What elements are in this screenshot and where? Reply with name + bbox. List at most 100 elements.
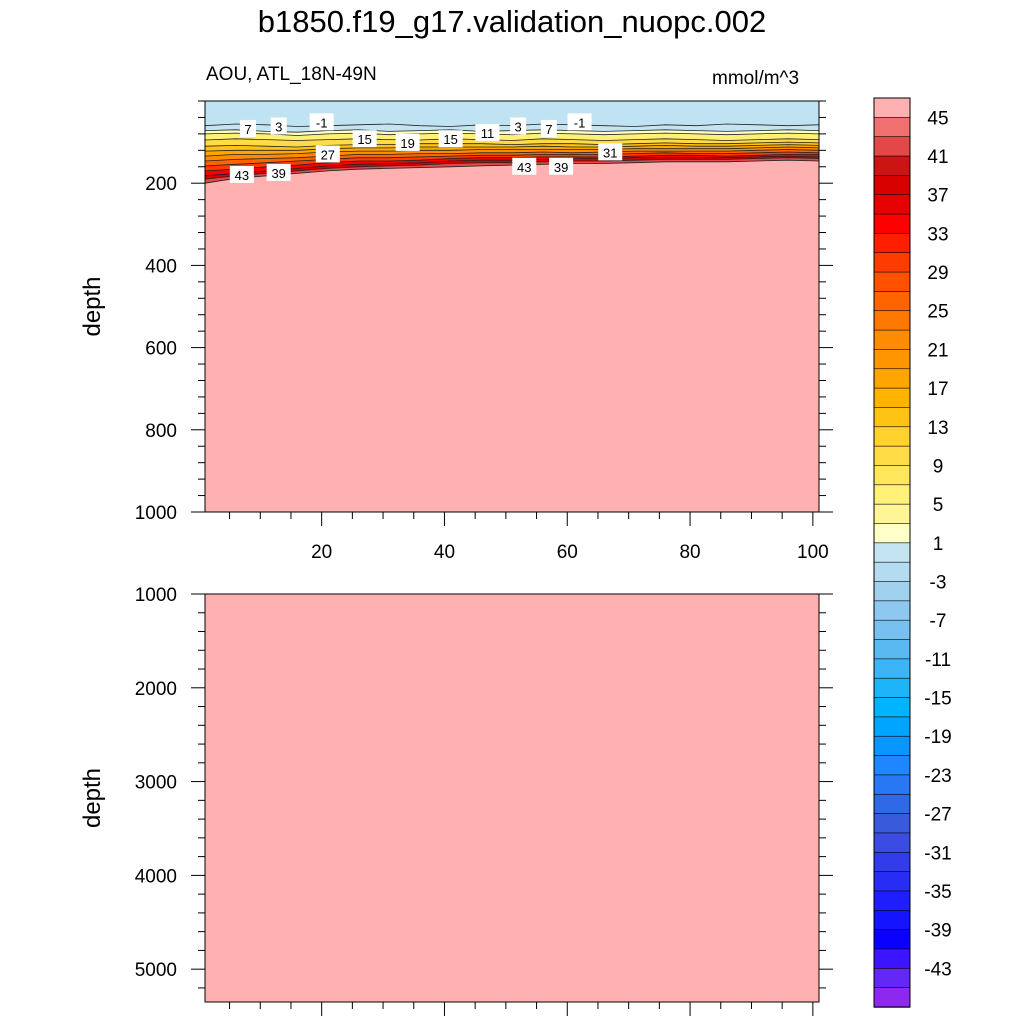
colorbar-swatch (873, 793, 911, 815)
contour-label-text: 3 (515, 119, 522, 134)
upper-contour-line (204, 159, 820, 184)
lower-frame (204, 593, 820, 1003)
lower-panel: 1000 2000 3000 4000 5000 depth (79, 585, 833, 1016)
colorbar-swatch (873, 581, 911, 602)
contour-label-box (315, 145, 340, 163)
colorbar-swatch (873, 658, 911, 679)
colorbar-swatch (873, 213, 911, 235)
lower-ytick-label: 5000 (135, 960, 177, 981)
colorbar-label: -11 (925, 650, 951, 671)
contour-label: 39 (549, 157, 574, 175)
contour-label: 31 (598, 143, 623, 161)
colorbar-swatch (873, 716, 911, 737)
contour-label-text: 27 (321, 147, 335, 162)
colorbar-label: -27 (924, 805, 951, 826)
colorbar-label: 17 (927, 379, 948, 400)
colorbar-swatch (873, 774, 911, 795)
colorbar-label: 33 (927, 224, 948, 245)
contour-label-text: 11 (481, 126, 495, 141)
contour-label: -1 (309, 113, 334, 131)
upper-ytick-label: 400 (145, 256, 177, 277)
contour-label-text: 39 (554, 160, 568, 175)
colorbar-swatch (873, 329, 911, 351)
contour-label-text: 39 (271, 166, 285, 181)
chart-subtitle-variable: AOU, ATL_18N-49N (206, 64, 377, 85)
colorbar-swatch (873, 291, 911, 312)
colorbar-label: -7 (930, 611, 947, 632)
colorbar-frame (873, 97, 911, 1008)
contour-label: 43 (512, 157, 537, 175)
colorbar-swatch (873, 465, 911, 486)
upper-xtick-label: 80 (679, 542, 700, 563)
contour-label-box (512, 157, 537, 175)
contour-label: 3 (270, 117, 287, 135)
colorbar-swatch (873, 987, 911, 1008)
contour-label: 3 (510, 117, 527, 135)
colorbar-swatch (873, 929, 911, 950)
upper-frame (204, 100, 820, 513)
upper-xtick-label: 40 (434, 542, 455, 563)
upper-contour-line (204, 138, 820, 141)
colorbar-swatch (873, 619, 911, 641)
upper-ytick-label: 800 (145, 421, 177, 442)
contour-label-box (395, 133, 420, 151)
colorbar-label: -23 (924, 766, 951, 787)
colorbar-label: -15 (924, 689, 951, 710)
colorbar-label: 13 (927, 418, 948, 439)
colorbar-label: -3 (930, 573, 947, 594)
upper-contour-line (204, 155, 820, 177)
contour-label-box (540, 119, 557, 137)
contour-label-box (567, 113, 592, 131)
colorbar-swatch (873, 349, 911, 370)
upper-contour-line (204, 157, 820, 180)
chart-title: b1850.f19_g17.validation_nuopc.002 (257, 4, 767, 39)
lower-ytick-label: 1000 (135, 585, 177, 606)
contour-label-box (598, 143, 623, 161)
colorbar-swatch (873, 136, 911, 157)
contour-label-box (510, 117, 527, 135)
lower-ytick-label: 4000 (135, 866, 177, 887)
colorbar-label: -43 (924, 959, 951, 980)
colorbar-swatch (873, 968, 911, 989)
contour-label-text: 15 (357, 132, 371, 147)
upper-ytick-label: 1000 (135, 503, 177, 524)
colorbar-swatch (873, 368, 911, 389)
contour-label: 11 (475, 124, 500, 142)
colorbar-swatch (873, 871, 911, 892)
colorbar-swatch (873, 735, 911, 757)
upper-ytick-label: 200 (145, 174, 177, 195)
contour-label-box (266, 163, 291, 181)
upper-contour-line (204, 154, 819, 172)
colorbar-swatch (873, 600, 911, 621)
colorbar-label: 25 (927, 302, 948, 323)
colorbar-swatch (873, 426, 911, 447)
upper-xtick-label: 20 (311, 542, 332, 563)
colorbar-swatch (873, 890, 911, 912)
lower-ytick-label: 3000 (135, 773, 177, 794)
colorbar: 45 41 37 33 29 25 21 17 13 9 5 1 -3 -7 -11 -15 -19 -23 -27… (873, 97, 952, 1008)
contour-label: 43 (229, 165, 254, 183)
contour-label-text: 43 (517, 160, 531, 175)
contour-label-text: -1 (574, 115, 586, 130)
colorbar-label: 1 (933, 534, 944, 555)
contour-label-box (352, 130, 377, 148)
contour-label-box (239, 119, 256, 137)
colorbar-label: 37 (927, 186, 948, 207)
lower-fill (205, 594, 819, 1002)
colorbar-swatch (873, 271, 911, 293)
contour-label-box (475, 124, 500, 142)
contour-label: 7 (239, 119, 256, 137)
upper-contour-line (204, 151, 820, 167)
lower-ylabel: depth (79, 768, 106, 828)
upper-contour-line (204, 141, 820, 148)
colorbar-label: 21 (927, 340, 948, 361)
colorbar-swatch (873, 252, 911, 273)
colorbar-swatch (873, 387, 911, 409)
contour-label-text: 43 (235, 168, 249, 183)
colorbar-label: 29 (927, 263, 948, 284)
colorbar-label: -39 (924, 921, 951, 942)
colorbar-swatch (873, 542, 911, 563)
upper-contour-line (204, 144, 820, 152)
colorbar-swatch (873, 851, 911, 873)
